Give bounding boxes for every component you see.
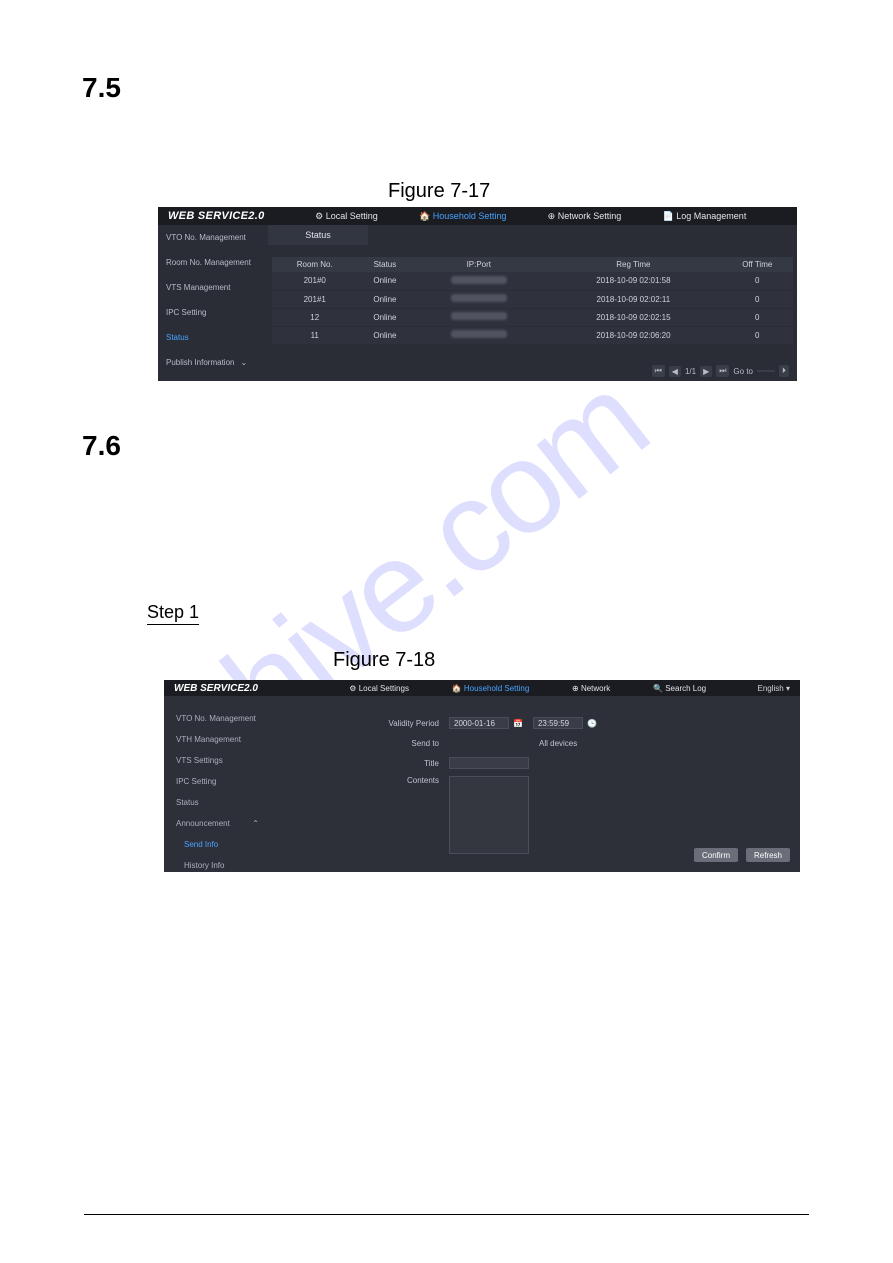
sidebar: Status VTO No. Management Room No. Manag… xyxy=(158,225,268,381)
sidebar-item-vts-management[interactable]: VTS Management xyxy=(158,275,268,300)
top-nav: WEB SERVICE2.0 ⚙ Local Settings 🏠 Househ… xyxy=(164,680,800,696)
sidebar-item-announcement[interactable]: Announcement xyxy=(164,813,269,834)
status-tab[interactable]: Status xyxy=(268,225,368,245)
sidebar-item-status[interactable]: Status xyxy=(158,325,268,350)
nav-search-log[interactable]: 🔍 Search Log xyxy=(653,684,706,693)
col-room-no: Room No. xyxy=(272,257,357,272)
cell-off-time: 0 xyxy=(722,272,793,290)
figure-7-18-caption: Figure 7-18 xyxy=(333,649,435,672)
brand-logo: WEB SERVICE2.0 xyxy=(174,683,258,694)
sidebar-item-publish-information[interactable]: Publish Information xyxy=(158,350,268,375)
nav-household-setting[interactable]: 🏠 Household Setting xyxy=(419,211,506,222)
col-status: Status xyxy=(357,257,412,272)
sidebar-item-ipc-setting[interactable]: IPC Setting xyxy=(158,300,268,325)
nav-local-setting[interactable]: ⚙ Local Setting xyxy=(315,211,378,222)
cell-reg-time: 2018-10-09 02:06:20 xyxy=(545,326,721,344)
nav-household-setting[interactable]: 🏠 Household Setting xyxy=(452,684,530,693)
nav-tabs: ⚙ Local Setting 🏠 Household Setting ⊕ Ne… xyxy=(265,211,797,222)
col-reg-time: Reg Time xyxy=(545,257,721,272)
calendar-icon[interactable]: 📅 xyxy=(513,719,523,728)
pager-first-button[interactable]: ⏮ xyxy=(652,365,665,377)
cell-status: Online xyxy=(357,290,412,308)
cell-off-time: 0 xyxy=(722,308,793,326)
pager-go-button[interactable]: ⏵ xyxy=(779,365,789,377)
send-to-label: Send to xyxy=(279,739,449,748)
sidebar-item-vth-management[interactable]: VTH Management xyxy=(164,729,269,750)
sidebar-item-send-info[interactable]: Send Info xyxy=(164,834,269,855)
title-label: Title xyxy=(279,759,449,768)
nav-network[interactable]: ⊕ Network xyxy=(572,684,610,693)
sidebar: VTO No. Management VTH Management VTS Se… xyxy=(164,696,269,872)
cell-reg-time: 2018-10-09 02:01:58 xyxy=(545,272,721,290)
nav-tabs: ⚙ Local Settings 🏠 Household Setting ⊕ N… xyxy=(258,684,758,693)
figure-7-17-caption: Figure 7-17 xyxy=(388,180,490,203)
sidebar-item-vts-settings[interactable]: VTS Settings xyxy=(164,750,269,771)
cell-ip-port xyxy=(412,272,545,290)
brand-logo: WEB SERVICE2.0 xyxy=(168,210,265,222)
nav-network-setting[interactable]: ⊕ Network Setting xyxy=(548,211,622,222)
cell-ip-port xyxy=(412,290,545,308)
sidebar-item-vto-no-management[interactable]: VTO No. Management xyxy=(164,708,269,729)
pager-page-indicator: 1/1 xyxy=(685,367,696,376)
contents-label: Contents xyxy=(279,776,449,785)
pagination: ⏮ ◀ 1/1 ▶ ⏭ Go to ⏵ xyxy=(652,365,789,377)
nav-local-settings[interactable]: ⚙ Local Settings xyxy=(349,684,409,693)
cell-ip-port xyxy=(412,326,545,344)
validity-time-input[interactable]: 23:59:59 xyxy=(533,717,583,729)
sidebar-item-history-info[interactable]: History Info xyxy=(164,855,269,876)
table-row[interactable]: 11 Online 2018-10-09 02:06:20 0 xyxy=(272,326,793,344)
cell-status: Online xyxy=(357,326,412,344)
status-table: Room No. Status IP:Port Reg Time Off Tim… xyxy=(272,257,793,345)
section-heading-7-6: 7.6 xyxy=(82,430,121,462)
send-info-form: Validity Period 2000-01-16 📅 23:59:59 🕒 … xyxy=(279,716,790,860)
cell-room-no: 12 xyxy=(272,308,357,326)
form-buttons: Confirm Refresh xyxy=(694,848,790,862)
cell-room-no: 201#1 xyxy=(272,290,357,308)
table-row[interactable]: 201#0 Online 2018-10-09 02:01:58 0 xyxy=(272,272,793,290)
cell-room-no: 201#0 xyxy=(272,272,357,290)
cell-room-no: 11 xyxy=(272,326,357,344)
contents-textarea[interactable] xyxy=(449,776,529,854)
cell-status: Online xyxy=(357,272,412,290)
pager-goto-label: Go to xyxy=(733,367,753,376)
cell-off-time: 0 xyxy=(722,290,793,308)
figure-7-17-screenshot: WEB SERVICE2.0 ⚙ Local Setting 🏠 Househo… xyxy=(158,207,797,381)
table-row[interactable]: 201#1 Online 2018-10-09 02:02:11 0 xyxy=(272,290,793,308)
cell-ip-port xyxy=(412,308,545,326)
validity-date-input[interactable]: 2000-01-16 xyxy=(449,717,509,729)
footer-divider xyxy=(84,1214,809,1215)
cell-off-time: 0 xyxy=(722,326,793,344)
pager-last-button[interactable]: ⏭ xyxy=(716,365,729,377)
refresh-button[interactable]: Refresh xyxy=(746,848,790,862)
section-heading-7-5: 7.5 xyxy=(82,72,121,104)
step-1-label: Step 1 xyxy=(147,602,199,625)
pager-prev-button[interactable]: ◀ xyxy=(669,366,681,377)
table-row[interactable]: 12 Online 2018-10-09 02:02:15 0 xyxy=(272,308,793,326)
pager-goto-input[interactable] xyxy=(757,370,775,372)
send-to-value: All devices xyxy=(539,739,577,748)
pager-next-button[interactable]: ▶ xyxy=(700,366,712,377)
confirm-button[interactable]: Confirm xyxy=(694,848,738,862)
clock-icon[interactable]: 🕒 xyxy=(587,719,597,728)
sidebar-item-ipc-setting[interactable]: IPC Setting xyxy=(164,771,269,792)
cell-reg-time: 2018-10-09 02:02:11 xyxy=(545,290,721,308)
cell-reg-time: 2018-10-09 02:02:15 xyxy=(545,308,721,326)
figure-7-18-screenshot: WEB SERVICE2.0 ⚙ Local Settings 🏠 Househ… xyxy=(164,680,800,872)
col-ip-port: IP:Port xyxy=(412,257,545,272)
validity-period-label: Validity Period xyxy=(279,719,449,728)
cell-status: Online xyxy=(357,308,412,326)
title-input[interactable] xyxy=(449,757,529,769)
sidebar-item-status[interactable]: Status xyxy=(164,792,269,813)
language-selector[interactable]: English ▾ xyxy=(758,684,800,693)
sidebar-item-room-no-management[interactable]: Room No. Management xyxy=(158,250,268,275)
sidebar-item-vto-no-management[interactable]: VTO No. Management xyxy=(158,225,268,250)
nav-log-management[interactable]: 📄 Log Management xyxy=(663,211,747,222)
top-nav: WEB SERVICE2.0 ⚙ Local Setting 🏠 Househo… xyxy=(158,207,797,225)
col-off-time: Off Time xyxy=(722,257,793,272)
